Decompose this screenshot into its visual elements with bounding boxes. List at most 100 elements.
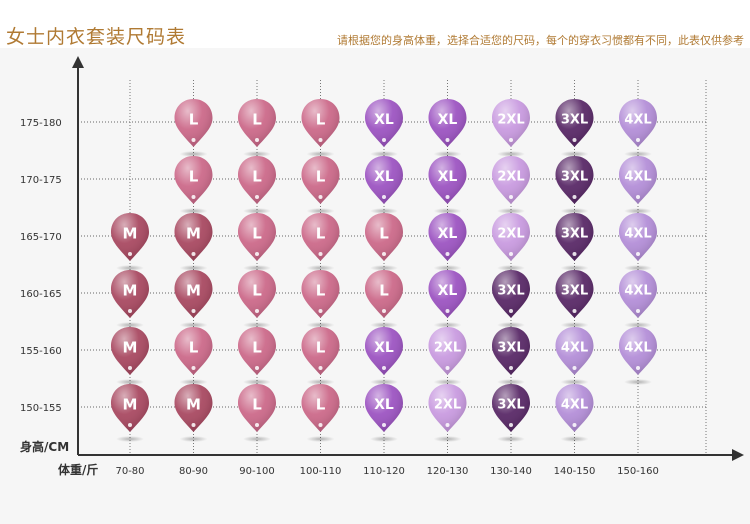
- pin-dot: [191, 138, 196, 142]
- size-label: L: [316, 396, 326, 414]
- pin-shine: [428, 156, 467, 204]
- size-label: 4XL: [624, 227, 651, 242]
- y-axis-arrow: [72, 56, 84, 68]
- pin-shine: [174, 384, 213, 432]
- pin-shadow: [624, 208, 652, 214]
- page-subtitle: 请根据您的身高体重，选择合适您的尺码，每个的穿衣习惯都有不同，此表仅供参考: [337, 34, 744, 47]
- pin-shadow: [433, 208, 462, 214]
- pin-shadow: [497, 265, 525, 271]
- pin-shadow: [306, 151, 335, 157]
- pin-shine: [428, 99, 467, 147]
- pin-shine: [619, 327, 657, 375]
- size-label: L: [252, 111, 262, 129]
- pin-shadow: [624, 322, 652, 328]
- pin-dot: [572, 309, 577, 313]
- pin-dot: [509, 366, 513, 370]
- pin-shadow: [433, 265, 462, 271]
- pin-dot: [636, 252, 640, 256]
- pin-dot: [636, 309, 640, 313]
- pin-shadow: [243, 208, 271, 214]
- size-label: L: [379, 225, 389, 243]
- pin-dot: [382, 138, 386, 142]
- pin-shine: [492, 327, 530, 375]
- pin-dot: [445, 309, 450, 313]
- pin-shine: [365, 99, 403, 147]
- pin-shine: [238, 99, 276, 147]
- size-label: 3XL: [497, 341, 524, 356]
- pin-dot: [255, 309, 259, 313]
- pin-dot: [128, 252, 132, 256]
- pin-shadow: [370, 379, 398, 385]
- size-pin: L: [301, 156, 340, 214]
- pin-dot: [445, 195, 450, 199]
- pin-shine: [428, 384, 467, 432]
- pin-dot: [318, 195, 323, 199]
- pin-shine: [174, 270, 213, 318]
- pin-dot: [445, 252, 450, 256]
- pin-dot: [509, 309, 513, 313]
- pin-dot: [572, 138, 577, 142]
- pin-dot: [255, 138, 259, 142]
- pin-shine: [492, 156, 530, 204]
- pin-shine: [365, 270, 403, 318]
- pin-shadow: [306, 322, 335, 328]
- pin-shine: [428, 327, 467, 375]
- pin-shine: [365, 156, 403, 204]
- pin-shine: [555, 270, 594, 318]
- size-label: XL: [374, 397, 394, 413]
- pin-dot: [636, 138, 640, 142]
- pin-shadow: [243, 265, 271, 271]
- size-pin: 3XL: [555, 270, 594, 328]
- size-pin: 2XL: [428, 384, 467, 442]
- pin-dot: [382, 366, 386, 370]
- pin-shadow: [116, 379, 144, 385]
- pin-shine: [619, 270, 657, 318]
- size-label: 4XL: [624, 341, 651, 356]
- y-tick-label: 165-170: [20, 232, 62, 243]
- size-label: M: [123, 282, 138, 300]
- size-pin: L: [301, 213, 340, 271]
- pin-shine: [555, 156, 594, 204]
- pin-shine: [238, 213, 276, 261]
- y-tick-label: 160-165: [20, 289, 62, 300]
- y-axis-title: 身高/CM: [20, 439, 69, 454]
- size-pin: XL: [365, 384, 403, 442]
- size-label: XL: [438, 169, 458, 185]
- pin-shine: [365, 213, 403, 261]
- pin-dot: [191, 195, 196, 199]
- pin-shine: [428, 270, 467, 318]
- pin-shine: [619, 213, 657, 261]
- pin-shine: [301, 327, 340, 375]
- pin-dot: [382, 195, 386, 199]
- size-pin: L: [238, 384, 276, 442]
- pin-shine: [301, 270, 340, 318]
- pin-shadow: [560, 208, 589, 214]
- pin-shine: [492, 384, 530, 432]
- pin-shadow: [116, 436, 144, 442]
- pin-shine: [238, 327, 276, 375]
- size-pin: L: [365, 270, 403, 328]
- pin-dot: [318, 309, 323, 313]
- size-pin: 3XL: [492, 270, 530, 328]
- pin-shine: [555, 213, 594, 261]
- size-pin: XL: [428, 270, 467, 328]
- pin-shadow: [179, 265, 208, 271]
- pin-shadow: [370, 208, 398, 214]
- size-label: 4XL: [624, 284, 651, 299]
- pin-dot: [318, 252, 323, 256]
- pin-dot: [128, 423, 132, 427]
- size-pin: L: [301, 327, 340, 385]
- size-pin: XL: [428, 156, 467, 214]
- size-pin: L: [238, 327, 276, 385]
- size-label: 4XL: [561, 398, 588, 413]
- pin-shadow: [306, 436, 335, 442]
- pin-shine: [111, 384, 149, 432]
- x-tick-label: 100-110: [300, 466, 342, 477]
- pin-shadow: [179, 322, 208, 328]
- pin-shadow: [179, 379, 208, 385]
- pin-dot: [636, 366, 640, 370]
- pin-shadow: [179, 151, 208, 157]
- pin-shadow: [433, 379, 462, 385]
- size-pin: M: [111, 384, 149, 442]
- pin-shadow: [497, 436, 525, 442]
